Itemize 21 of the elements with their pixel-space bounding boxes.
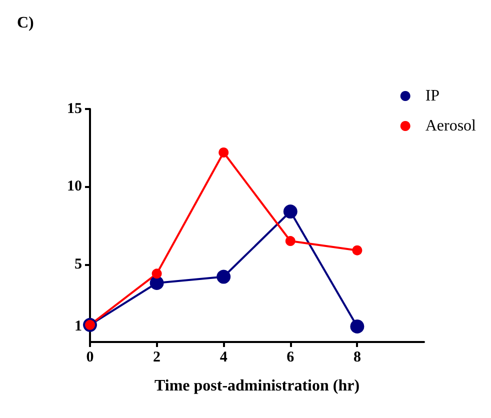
x-tick-label: 6: [286, 350, 295, 366]
x-tick-label: 8: [353, 350, 361, 366]
point: [350, 319, 364, 334]
point: [216, 270, 231, 284]
chart-title: C): [17, 14, 34, 32]
point: [285, 236, 296, 246]
point: [152, 268, 162, 279]
legend-label: IP: [425, 88, 440, 104]
y-tick-label: 5: [74, 256, 82, 272]
point: [150, 276, 164, 290]
x-tick-label: 4: [220, 350, 228, 366]
legend-label: Aerosol: [425, 118, 477, 134]
point: [352, 245, 362, 256]
point: [283, 204, 298, 219]
x-axis-title: Time post-administration (hr): [154, 378, 360, 394]
y-tick-label: 15: [67, 101, 82, 117]
x-tick-label: 0: [86, 350, 94, 366]
y-tick-label: 10: [67, 178, 82, 195]
x-tick-label: 2: [153, 350, 161, 366]
y-tick-label: 1: [74, 318, 82, 334]
point: [218, 147, 229, 158]
